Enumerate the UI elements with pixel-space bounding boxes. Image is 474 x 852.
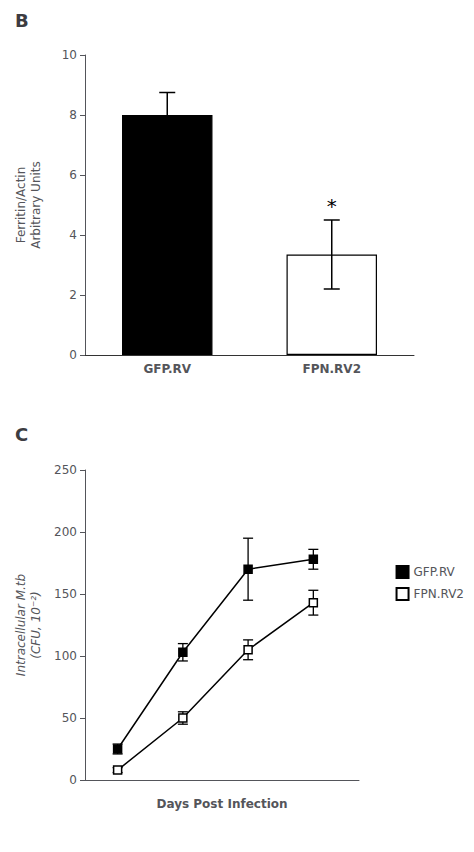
svg-text:200: 200 [54,525,77,539]
svg-text:0: 0 [69,773,77,787]
svg-text:C: C [15,424,28,445]
svg-text:FPN.RV2: FPN.RV2 [303,362,361,376]
svg-text:B: B [15,10,29,31]
svg-text:150: 150 [54,587,77,601]
svg-text:(CFU, 10⁻²): (CFU, 10⁻²) [29,591,43,658]
svg-text:100: 100 [54,649,77,663]
svg-text:Ferritin/Actin: Ferritin/Actin [14,167,28,244]
svg-text:0: 0 [69,348,77,362]
svg-text:GFP.RV: GFP.RV [414,565,456,579]
svg-text:GFP.RV: GFP.RV [143,362,191,376]
svg-text:*: * [327,194,337,218]
svg-text:50: 50 [62,711,77,725]
svg-text:8: 8 [69,108,77,122]
svg-text:FPN.RV2: FPN.RV2 [414,587,464,601]
svg-text:250: 250 [54,463,77,477]
svg-text:Intracellular M.tb: Intracellular M.tb [14,573,28,676]
svg-text:2: 2 [69,288,77,302]
svg-text:4: 4 [69,228,77,242]
svg-text:Days Post Infection: Days Post Infection [156,797,287,811]
svg-text:Arbitrary Units: Arbitrary Units [29,161,43,249]
svg-text:6: 6 [69,168,77,182]
svg-text:10: 10 [62,48,77,62]
